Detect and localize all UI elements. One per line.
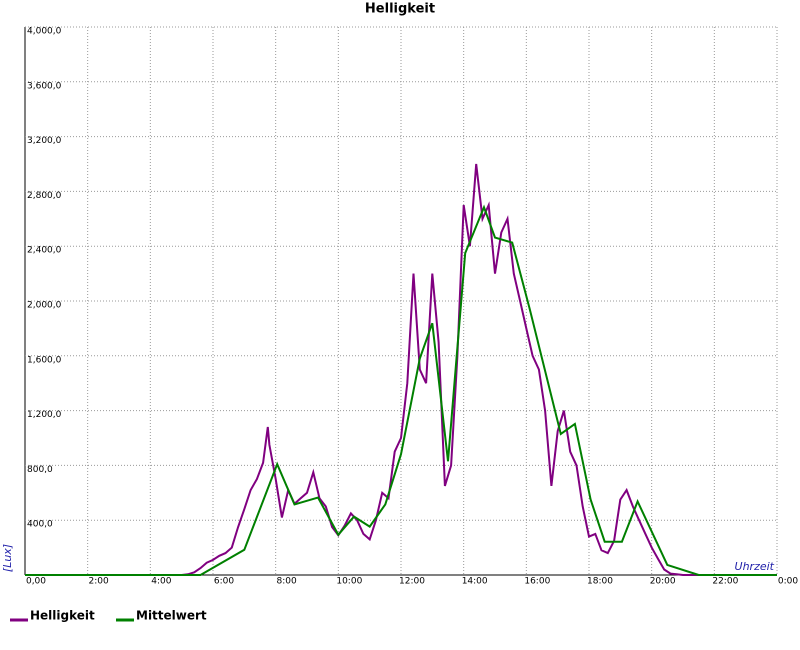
legend-label: Mittelwert [136,609,207,623]
x-tick-label: 6:00 [214,577,234,587]
y-tick-label: 1,600,0 [27,355,62,365]
x-tick-label: 16:00 [524,577,550,587]
y-tick-label: 3,600,0 [27,81,62,91]
x-tick-label: 22:00 [712,577,738,587]
y-tick-label: 4,000,0 [27,27,62,37]
y-tick-label: 400,0 [27,520,53,530]
chart-title: Helligkeit [365,2,435,17]
data-line [25,204,777,576]
y-tick-label: 2,800,0 [27,191,62,201]
x-tick-label: 14:00 [462,577,488,587]
y-tick-label: 3,200,0 [27,136,62,146]
x-tick-label: 12:00 [399,577,425,587]
data-line [25,163,777,576]
y-axis-label: [Lux] [1,544,14,572]
x-tick-label: 2:00 [89,577,109,587]
x-tick-label: 8:00 [277,577,297,587]
x-tick-label: 10:00 [336,577,362,587]
legend-label: Helligkeit [30,609,95,623]
x-tick-label: 4:00 [151,577,171,587]
x-tick-label: 18:00 [587,577,613,587]
x-tick-label: 0:00 [778,577,798,587]
y-tick-label: 2,400,0 [27,246,62,256]
y-tick-label: 2,000,0 [27,301,62,311]
x-tick-label: 0,00 [26,577,46,587]
y-tick-label: 1,200,0 [27,410,62,420]
x-tick-label: 20:00 [650,577,676,587]
x-axis-label: Uhrzeit [735,560,775,573]
y-tick-label: 800,0 [27,465,53,475]
